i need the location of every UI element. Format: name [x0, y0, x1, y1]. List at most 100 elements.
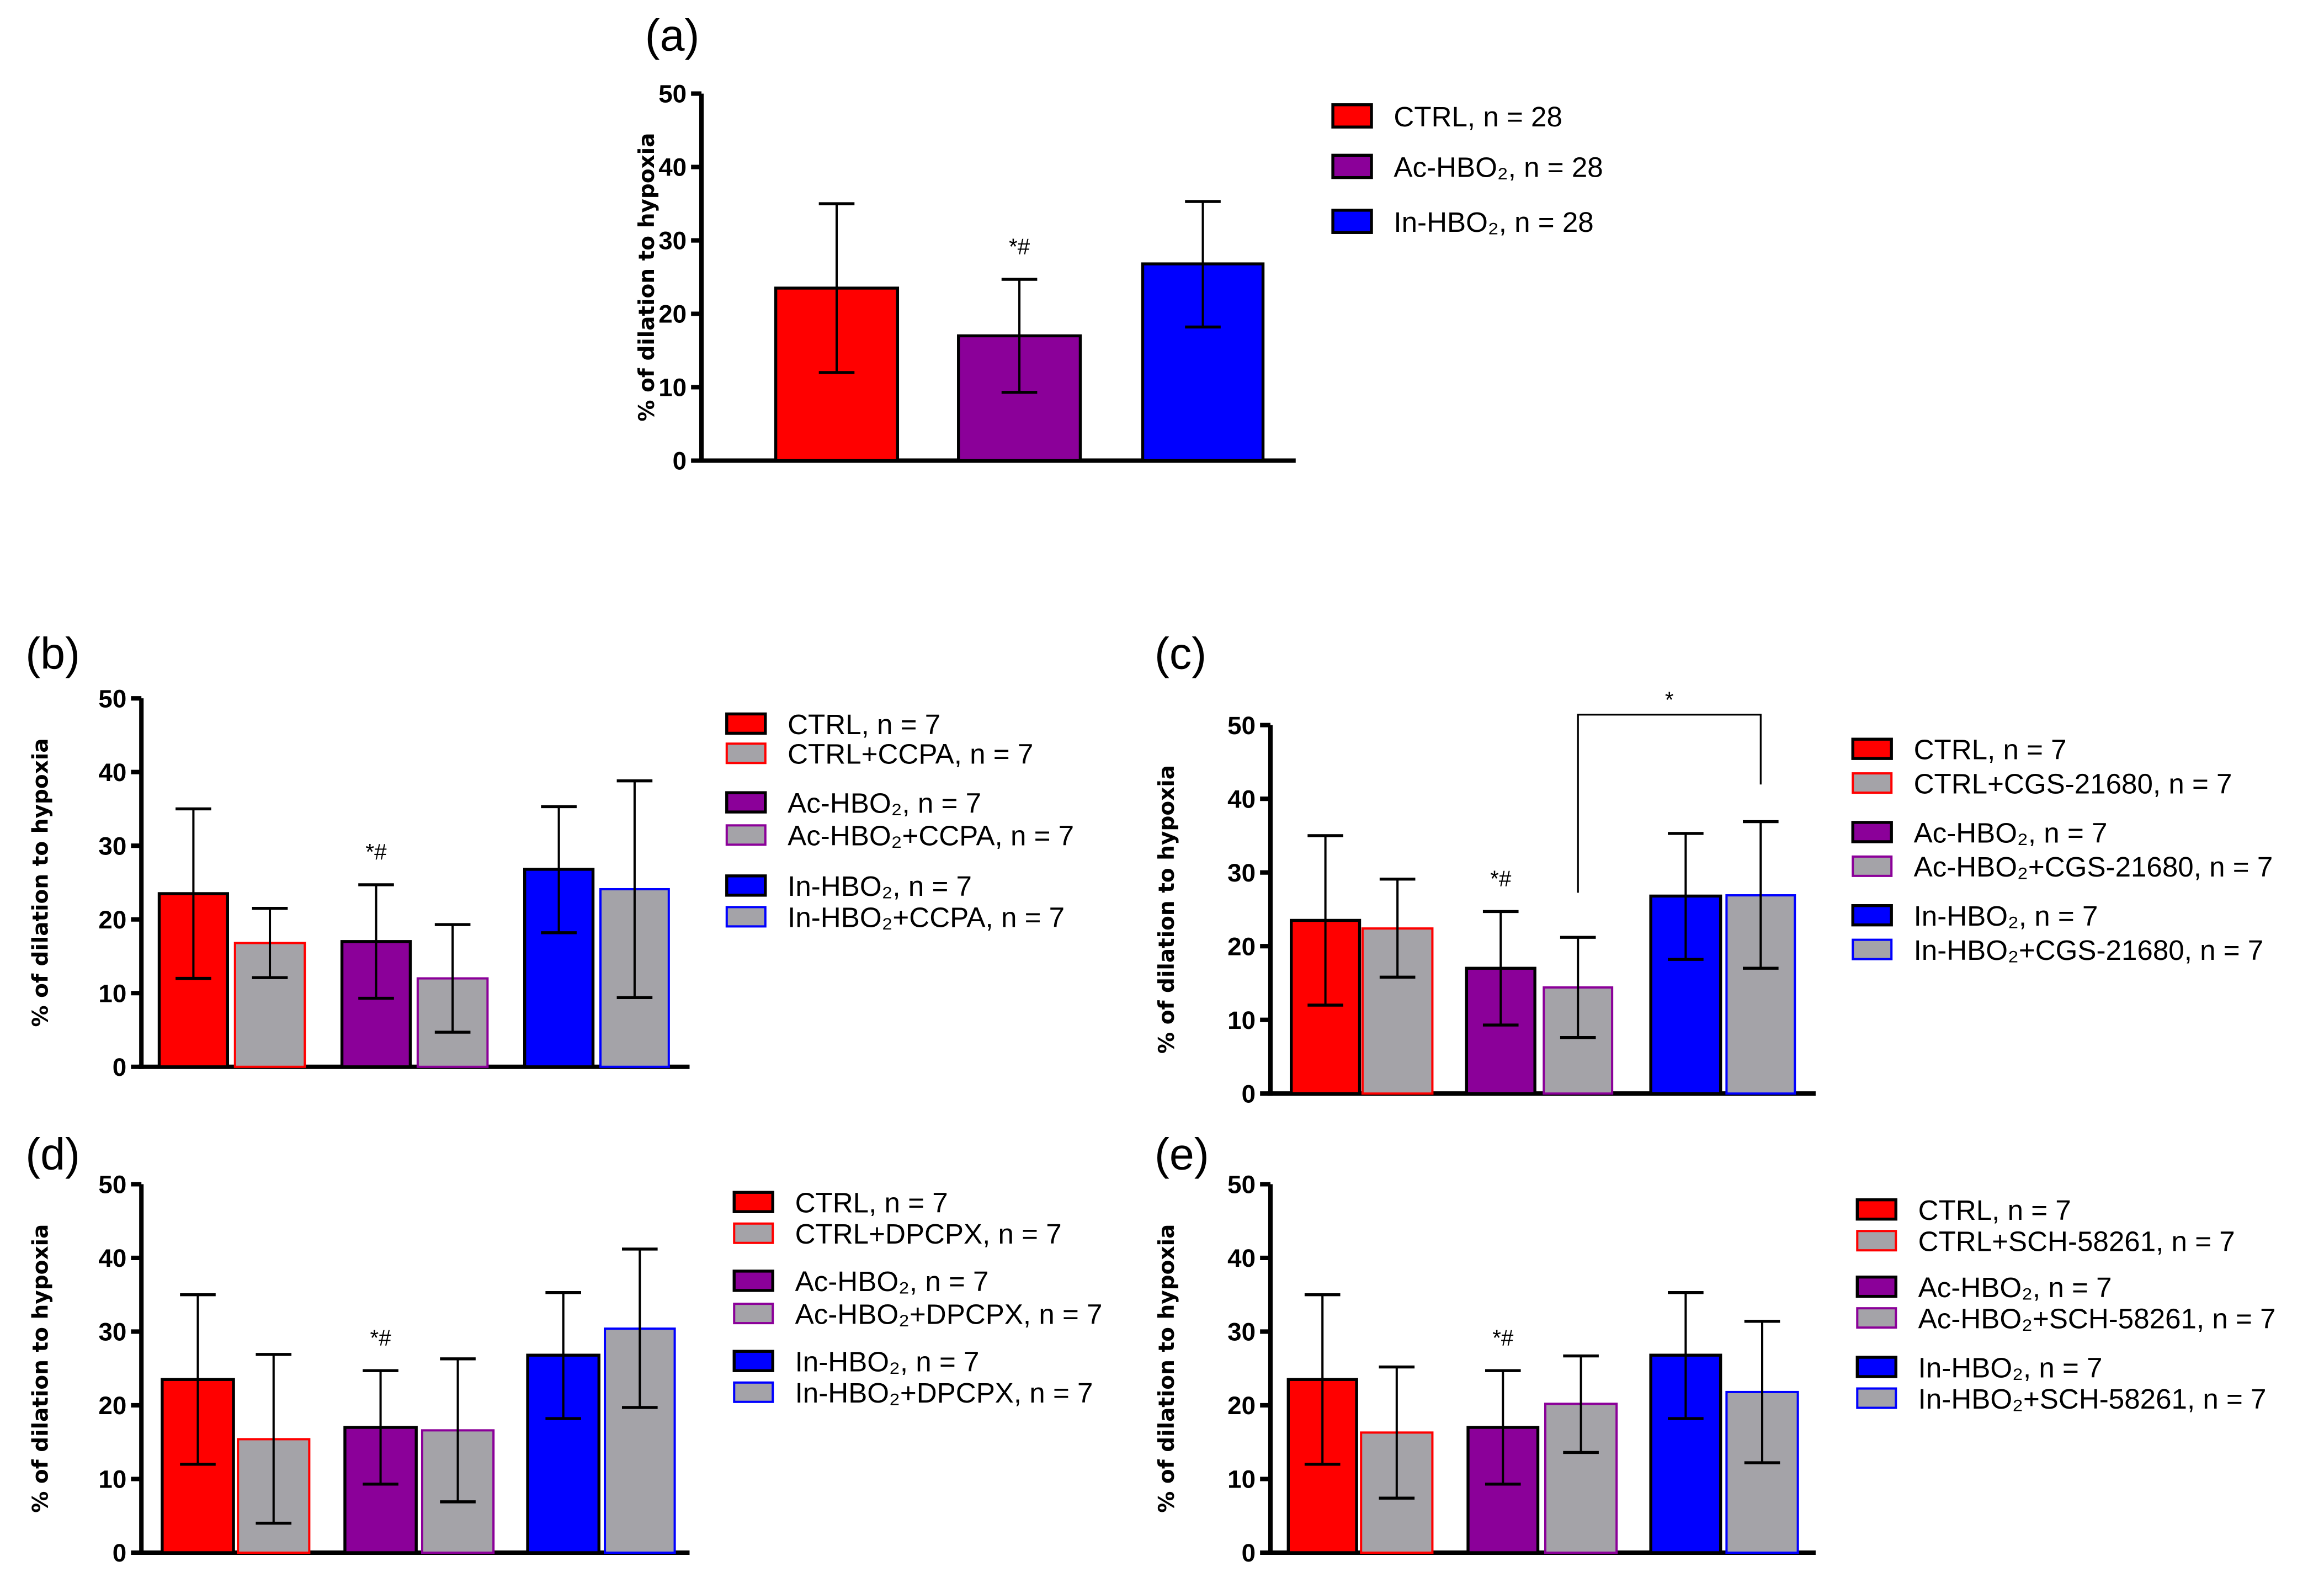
legend-label: Ac-HBO₂+CCPA, n = 7: [788, 820, 1074, 852]
y-tick-label: 20: [98, 906, 126, 934]
panel-d: (d) 0 10 20 30 40 50 % of dilation to hypoxia CT…: [25, 1130, 1102, 1568]
y-tick-label: 20: [1227, 1392, 1256, 1420]
legend-label: Ac-HBO₂, n = 7: [788, 787, 981, 819]
legend-swatch: [1856, 1307, 1897, 1329]
y-tick-label: 50: [658, 80, 687, 108]
legend-swatch: [1855, 1275, 1897, 1298]
legend-label: In-HBO₂, n = 28: [1394, 206, 1593, 238]
y-axis-label: % of dilation to hypoxia: [635, 132, 660, 421]
legend-swatch: [725, 791, 767, 814]
y-tick-label: 0: [113, 1539, 126, 1567]
legend-label: Ac-HBO₂+SCH-58261, n = 7: [1918, 1303, 2276, 1335]
legend-swatch: [1331, 153, 1373, 179]
y-tick-label: 30: [1227, 1318, 1256, 1346]
y-tick-label: 10: [1227, 1006, 1256, 1034]
y-tick-label: 40: [98, 1244, 126, 1272]
legend-swatch: [732, 1270, 774, 1292]
y-tick-label: 30: [1227, 859, 1256, 887]
legend-swatch: [725, 874, 767, 897]
significance-marker: *#: [1009, 233, 1030, 259]
y-axis-label: % of dilation to hypoxia: [29, 1224, 54, 1513]
legend-swatch: [1855, 1356, 1897, 1378]
panel-a: (a) 0 10 20 30 40 50 % of dilation to hypoxia CT…: [635, 11, 1603, 475]
legend-swatch: [1855, 1198, 1897, 1221]
y-tick-label: 30: [98, 832, 126, 860]
y-axis-label: % of dilation to hypoxia: [1155, 765, 1179, 1054]
legend-label: CTRL, n = 7: [1914, 734, 2067, 766]
y-tick-label: 20: [658, 300, 687, 328]
legend-swatch: [1856, 1230, 1897, 1252]
y-tick-label: 40: [98, 758, 126, 787]
y-tick-label: 10: [1227, 1465, 1256, 1494]
legend-swatch: [1331, 103, 1373, 129]
y-tick-label: 50: [98, 1171, 126, 1199]
significance-marker: *#: [365, 839, 387, 864]
panel-b: (b) 0 10 20 30 40 50 % of dilation to hypoxia CT…: [25, 629, 1074, 1081]
legend-label: CTRL, n = 28: [1394, 101, 1562, 132]
legend-swatch: [732, 1191, 774, 1213]
legend-swatch: [1851, 821, 1893, 843]
legend-swatch: [1852, 938, 1893, 960]
significance-marker: *#: [1492, 1325, 1514, 1350]
legend-swatch: [1851, 904, 1893, 927]
significance-marker: *#: [1490, 866, 1512, 891]
legend-label: CTRL+DPCPX, n = 7: [795, 1218, 1062, 1250]
y-tick-label: 30: [658, 227, 687, 255]
y-tick-label: 10: [98, 1465, 126, 1494]
legend-label: CTRL, n = 7: [795, 1187, 948, 1219]
y-tick-label: 40: [1227, 1244, 1256, 1272]
y-tick-label: 50: [1227, 711, 1256, 740]
y-tick-label: 10: [658, 374, 687, 402]
legend-label: In-HBO₂+SCH-58261, n = 7: [1918, 1383, 2267, 1415]
panel-label: (e): [1155, 1130, 1209, 1180]
legend-label: CTRL+CCPA, n = 7: [788, 739, 1033, 770]
legend-label: In-HBO₂, n = 7: [795, 1346, 980, 1378]
panel-e: (e) 0 10 20 30 40 50 % of dilation to hypoxia CT…: [1155, 1130, 2275, 1568]
y-tick-label: 30: [98, 1318, 126, 1346]
legend-swatch: [733, 1381, 774, 1403]
legend-label: CTRL+SCH-58261, n = 7: [1918, 1226, 2235, 1257]
legend-label: In-HBO₂+CCPA, n = 7: [788, 902, 1065, 933]
legend-label: Ac-HBO₂, n = 7: [1914, 817, 2108, 848]
legend-label: In-HBO₂, n = 7: [1918, 1352, 2103, 1383]
legend-label: CTRL, n = 7: [788, 709, 940, 740]
legend-label: Ac-HBO₂, n = 28: [1394, 151, 1603, 183]
panel-label: (c): [1155, 629, 1206, 678]
legend-swatch: [1852, 772, 1893, 794]
significance-marker: *#: [370, 1325, 391, 1350]
legend-label: In-HBO₂+DPCPX, n = 7: [795, 1377, 1093, 1409]
legend-swatch: [725, 712, 767, 735]
y-tick-label: 40: [1227, 785, 1256, 813]
y-tick-label: 10: [98, 979, 126, 1007]
legend-label: Ac-HBO₂+DPCPX, n = 7: [795, 1298, 1103, 1330]
legend-swatch: [725, 906, 767, 928]
panel-label: (a): [645, 11, 700, 61]
comparison-significance: *: [1665, 687, 1674, 712]
panel-label: (d): [25, 1130, 80, 1180]
legend-label: Ac-HBO₂, n = 7: [1918, 1272, 2112, 1303]
comparison-bracket: [1577, 714, 1762, 893]
legend-swatch: [733, 1222, 774, 1244]
y-axis-label: % of dilation to hypoxia: [29, 738, 54, 1027]
y-tick-label: 0: [673, 447, 687, 475]
legend-swatch: [725, 824, 767, 846]
y-tick-label: 0: [1242, 1080, 1256, 1108]
legend-swatch: [733, 1303, 774, 1325]
legend-swatch: [725, 742, 767, 764]
legend-label: In-HBO₂, n = 7: [788, 870, 972, 902]
y-tick-label: 0: [1242, 1539, 1256, 1567]
legend-label: Ac-HBO₂+CGS-21680, n = 7: [1914, 851, 2273, 883]
panel-c: (c) 0 10 20 30 40 50 % of dilation to hypoxia CT…: [1155, 629, 2273, 1108]
y-tick-label: 20: [1227, 932, 1256, 960]
legend-label: In-HBO₂+CGS-21680, n = 7: [1914, 934, 2264, 966]
y-tick-label: 20: [98, 1392, 126, 1420]
legend-swatch: [1852, 855, 1893, 877]
legend-label: In-HBO₂, n = 7: [1914, 900, 2098, 932]
y-tick-label: 50: [98, 684, 126, 713]
legend-swatch: [1851, 737, 1893, 760]
legend-label: Ac-HBO₂, n = 7: [795, 1266, 989, 1297]
y-tick-label: 0: [113, 1053, 126, 1081]
legend-label: CTRL+CGS-21680, n = 7: [1914, 768, 2232, 799]
legend-swatch: [1331, 209, 1373, 234]
